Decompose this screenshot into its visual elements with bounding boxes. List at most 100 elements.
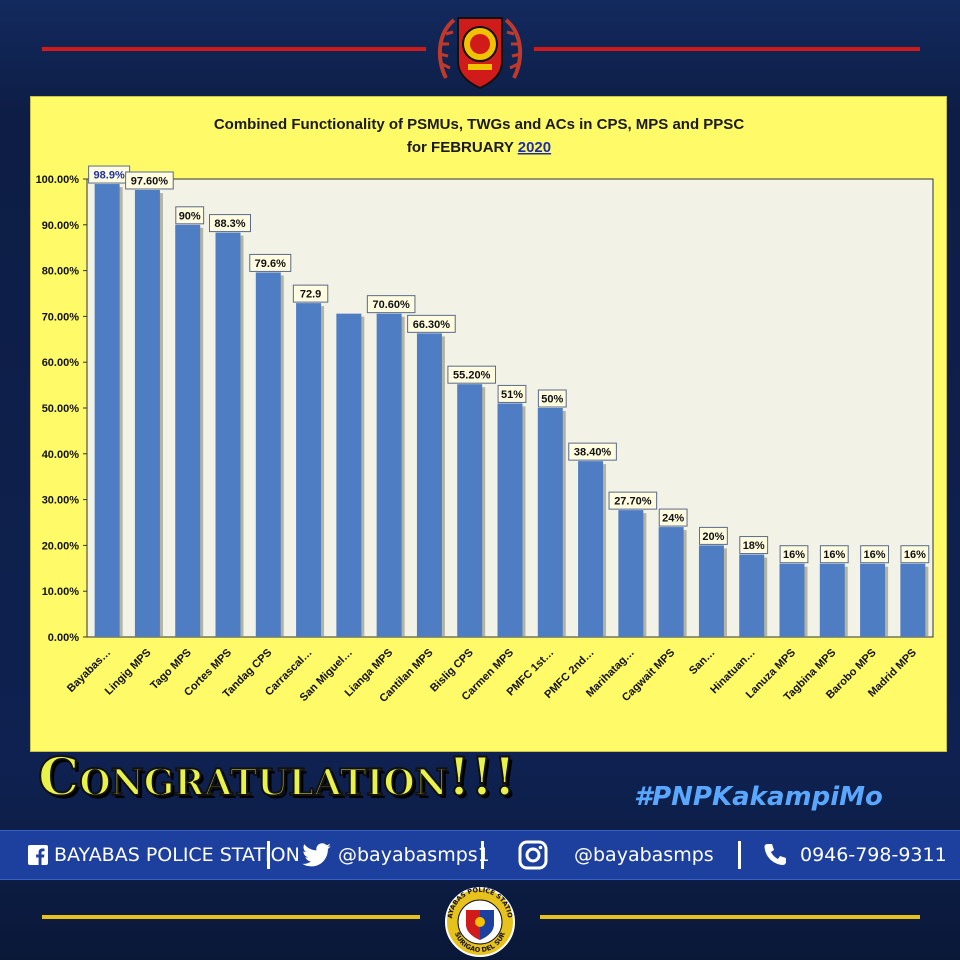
phone-contact[interactable]: 0946-798-9311: [762, 831, 947, 879]
bar: [376, 313, 402, 637]
header-red-line-right: [534, 47, 920, 51]
y-tick-label: 70.00%: [42, 311, 80, 323]
y-tick-label: 10.00%: [42, 586, 80, 598]
bar: [296, 303, 322, 637]
bayabas-police-station-badge-icon: BAYABAS POLICE STATION SURIGAO DEL SUR: [430, 880, 515, 957]
bar: [900, 563, 926, 637]
data-label-box: [209, 214, 251, 233]
data-label: 97.60%: [131, 175, 169, 187]
chart-subtitle-prefix: for FEBRUARY: [407, 139, 518, 156]
data-label: 72.9: [300, 289, 321, 301]
data-label-box: [366, 295, 416, 314]
data-label: 88.3%: [214, 218, 245, 230]
x-tick-label: San…: [687, 647, 718, 678]
y-tick-label: 40.00%: [42, 449, 80, 461]
phone-icon: [762, 842, 788, 868]
header-red-line-left: [42, 47, 426, 51]
data-label: 66.30%: [413, 319, 451, 331]
twitter-contact[interactable]: @bayabasmps1: [302, 831, 490, 879]
bar: [497, 403, 523, 637]
data-label: 51%: [501, 389, 523, 401]
data-label: 55.20%: [453, 370, 491, 382]
data-label-box: [292, 284, 329, 303]
bar: [698, 545, 724, 637]
footer-gold-line-left: [42, 915, 420, 919]
bar: [537, 408, 563, 637]
data-label: 90%: [179, 210, 201, 222]
data-label: 38.40%: [574, 447, 612, 459]
bar: [779, 563, 805, 637]
bar: [739, 554, 765, 637]
data-label: 16%: [904, 549, 926, 561]
data-label-box: [175, 206, 205, 225]
instagram-icon: [518, 840, 548, 870]
bar: [416, 333, 442, 637]
bar: [215, 232, 241, 637]
data-label-box: [249, 253, 292, 272]
y-tick-label: 30.00%: [42, 495, 80, 507]
facebook-label: BAYABAS POLICE STATION: [54, 844, 300, 866]
y-tick-label: 100.00%: [36, 174, 80, 186]
data-label-box: [407, 314, 456, 333]
data-label-box: [739, 536, 769, 555]
data-labels: 98.9% 97.60% 90% 88.3% 79.6% 72.9 70.60%66.30%…: [88, 165, 930, 564]
data-label-box: [819, 545, 849, 564]
y-tick-label: 90.00%: [42, 220, 80, 232]
footer-gold-line-right: [540, 915, 920, 919]
data-label: 79.6%: [255, 258, 286, 270]
contact-bar: BAYABAS POLICE STATION @bayabasmps1 @bay…: [0, 830, 960, 880]
phone-label: 0946-798-9311: [800, 844, 947, 866]
data-label-box: [497, 384, 527, 403]
data-label: 50%: [541, 394, 563, 406]
data-label-box: [608, 491, 658, 510]
y-tick-label: 0.00%: [48, 632, 79, 644]
facebook-contact[interactable]: BAYABAS POLICE STATION: [28, 831, 300, 879]
bar: [618, 510, 644, 637]
chart-panel: Combined Functionality of PSMUs, TWGs an…: [30, 96, 947, 752]
bar-series: [94, 184, 929, 638]
bar: [255, 272, 281, 637]
data-label-box: [568, 442, 617, 461]
instagram-label: @bayabasmps: [574, 844, 714, 866]
pnp-seal-icon: [437, 17, 523, 90]
bar: [819, 563, 845, 637]
data-label: 70.60%: [372, 299, 410, 311]
instagram-contact[interactable]: @bayabasmps: [518, 831, 714, 879]
bar: [578, 461, 604, 637]
data-label: 27.70%: [614, 496, 652, 508]
facebook-icon: [28, 845, 48, 865]
chart-subtitle: for FEBRUARY 2020: [407, 139, 551, 156]
data-label: 16%: [823, 549, 845, 561]
separator: [481, 841, 484, 869]
data-label: 16%: [864, 549, 886, 561]
chart-title: Combined Functionality of PSMUs, TWGs an…: [214, 116, 744, 133]
data-label: 16%: [783, 549, 805, 561]
y-tick-label: 80.00%: [42, 266, 80, 278]
chart-subtitle-year: 2020: [518, 139, 551, 156]
data-label: 98.9%: [94, 170, 125, 182]
data-label: 18%: [743, 540, 765, 552]
bar-chart: Combined Functionality of PSMUs, TWGs an…: [36, 116, 934, 705]
data-label-box: [125, 171, 174, 190]
separator: [738, 841, 741, 869]
twitter-label: @bayabasmps1: [338, 844, 490, 866]
data-label-box: [699, 526, 728, 545]
data-label-box: [900, 545, 930, 564]
y-tick-label: 60.00%: [42, 357, 80, 369]
twitter-icon: [302, 843, 332, 867]
bar: [658, 527, 684, 637]
data-label-box: [779, 545, 809, 564]
hashtag[interactable]: #PNPKakampiMo: [634, 782, 883, 812]
y-tick-label: 50.00%: [42, 403, 80, 415]
bar: [134, 189, 160, 637]
data-label-box: [860, 545, 889, 564]
y-tick-label: 20.00%: [42, 540, 80, 552]
bar: [860, 563, 886, 637]
data-label-box: [658, 508, 688, 527]
bar: [457, 384, 483, 637]
separator: [267, 841, 270, 869]
data-label-box: [447, 365, 497, 384]
bar: [175, 224, 201, 638]
